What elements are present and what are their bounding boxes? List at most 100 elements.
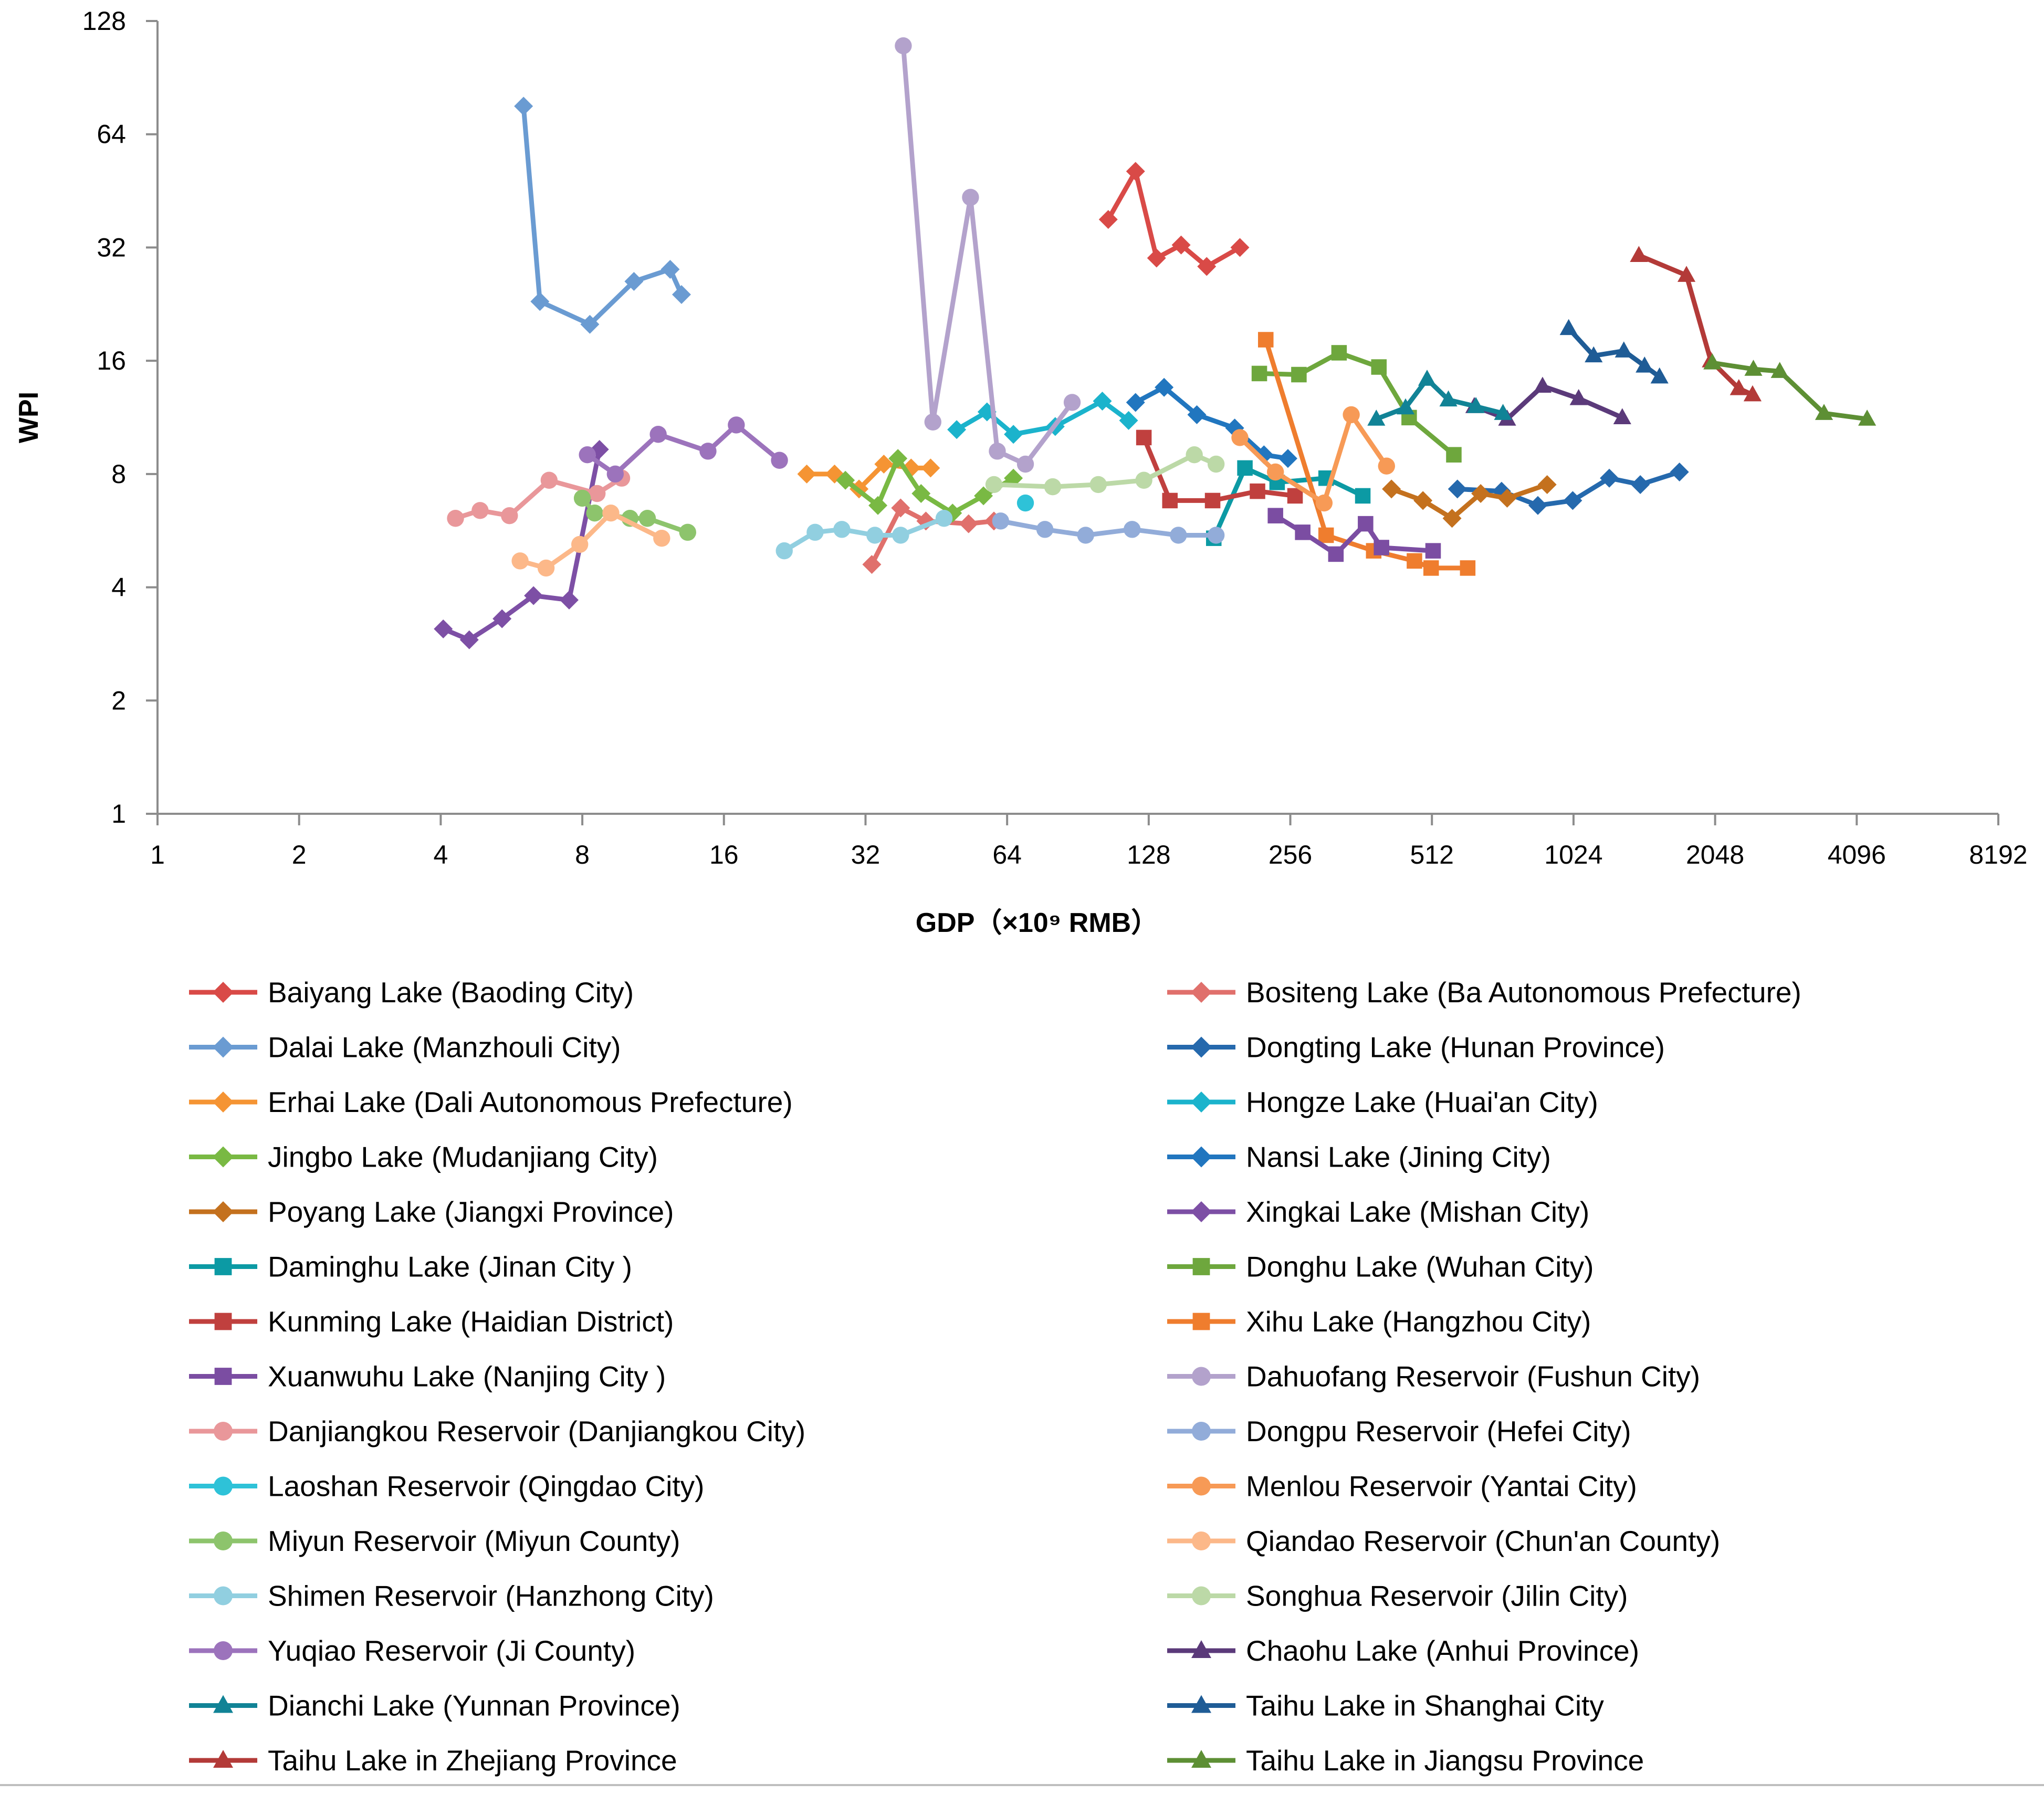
data-point (672, 285, 691, 304)
legend: Baiyang Lake (Baoding City) Bositeng Lake… (189, 976, 1801, 1777)
legend-marker (1192, 1367, 1211, 1386)
data-point (1670, 462, 1689, 481)
legend-label: Hongze Lake (Huai'an City) (1246, 1086, 1598, 1118)
legend-label: Poyang Lake (Jiangxi Province) (268, 1195, 674, 1228)
legend-label: Taihu Lake in Shanghai City (1246, 1690, 1604, 1722)
data-point (1537, 475, 1557, 494)
legend-item: Danjiangkou Reservoir (Danjiangkou City) (189, 1415, 805, 1447)
series-line (1257, 350, 1456, 457)
legend-item: Chaohu Lake (Anhui Province) (1167, 1634, 1639, 1667)
y-tick-label: 32 (97, 233, 126, 262)
series-3 (514, 97, 691, 334)
series-19 (1016, 494, 1034, 512)
legend-marker (214, 1641, 233, 1660)
data-point (1471, 484, 1491, 503)
data-point (989, 443, 1006, 460)
data-point (985, 476, 1003, 494)
legend-item: Xuanwuhu Lake (Nanjing City ) (189, 1360, 666, 1393)
series-18 (992, 512, 1225, 544)
legend-marker (213, 1036, 234, 1058)
data-point (797, 464, 816, 484)
legend-item: Dalai Lake (Manzhouli City) (189, 1031, 621, 1064)
data-point (1497, 488, 1517, 508)
data-point (1382, 479, 1401, 499)
data-point (459, 630, 479, 649)
x-tick-label: 4096 (1828, 840, 1886, 869)
data-point (1563, 491, 1582, 510)
data-point (895, 37, 912, 55)
legend-marker (1191, 1201, 1212, 1222)
data-point (1729, 379, 1748, 395)
data-point (1231, 429, 1249, 446)
data-point (679, 523, 696, 541)
legend-item: Dongting Lake (Hunan Province) (1167, 1031, 1665, 1064)
data-point (1569, 389, 1588, 405)
legend-item: Xingkai Lake (Mishan City) (1167, 1195, 1589, 1228)
legend-marker (213, 982, 234, 1003)
data-point (833, 521, 851, 538)
y-tick-label: 1 (111, 799, 126, 828)
data-point (959, 514, 978, 533)
series-15 (1267, 508, 1441, 562)
data-point (1331, 345, 1347, 361)
x-tick-label: 8192 (1969, 840, 2027, 869)
data-point (514, 97, 533, 116)
x-tick-label: 64 (992, 840, 1022, 869)
data-point (586, 505, 603, 522)
data-point (1703, 353, 1722, 370)
data-point (1613, 408, 1631, 424)
data-point (1155, 377, 1174, 397)
data-point (1207, 527, 1225, 544)
data-point (1004, 425, 1023, 444)
data-point (699, 443, 717, 460)
x-tick-label: 2048 (1686, 840, 1744, 869)
series-layer (434, 37, 1877, 649)
data-point (1442, 509, 1462, 528)
legend-item: Hongze Lake (Huai'an City) (1167, 1086, 1598, 1118)
data-point (1250, 483, 1265, 499)
data-point (1197, 257, 1217, 276)
legend-label: Daminghu Lake (Jinan City ) (268, 1251, 632, 1283)
data-point (888, 449, 908, 468)
data-point (1448, 479, 1467, 499)
series-29 (1630, 246, 1762, 402)
legend-item: Qiandao Reservoir (Chun'an County) (1167, 1525, 1720, 1557)
data-point (571, 536, 589, 553)
data-point (775, 542, 793, 560)
series-4 (1448, 462, 1689, 515)
data-point (1815, 404, 1833, 420)
data-point (1743, 385, 1762, 402)
legend-label: Laoshan Reservoir (Qingdao City) (268, 1470, 705, 1503)
data-point (589, 485, 606, 502)
legend-marker (1191, 1640, 1211, 1658)
legend-marker (213, 1092, 234, 1113)
legend-item: Jingbo Lake (Mudanjiang City) (189, 1141, 658, 1173)
data-point (1528, 496, 1548, 515)
data-point (653, 529, 670, 547)
data-point (1251, 365, 1267, 382)
legend-marker (214, 1368, 232, 1385)
data-point (974, 486, 993, 506)
y-tick-label: 128 (82, 6, 126, 36)
legend-marker (214, 1422, 233, 1441)
legend-item: Donghu Lake (Wuhan City) (1167, 1251, 1594, 1283)
series-1 (1098, 162, 1250, 276)
legend-marker (213, 1146, 234, 1168)
data-point (1204, 492, 1221, 509)
legend-marker (1192, 1422, 1211, 1441)
data-point (447, 510, 464, 527)
data-point (862, 555, 882, 574)
legend-label: Miyun Reservoir (Miyun County) (268, 1525, 680, 1557)
data-point (1533, 376, 1552, 393)
axis-ticks: 1 2 4 8 16 32 64 128 256 512 1024 2048 4096 8192 1 2 4 8 1… (82, 6, 2028, 869)
data-point (573, 489, 591, 507)
series-27 (1367, 370, 1512, 426)
data-point (1367, 410, 1386, 426)
legend-item: Menlou Reservoir (Yantai City) (1167, 1470, 1637, 1503)
data-point (935, 510, 953, 527)
data-point (1119, 411, 1138, 430)
legend-label: Dahuofang Reservoir (Fushun City) (1246, 1360, 1700, 1393)
legend-item: Dahuofang Reservoir (Fushun City) (1167, 1360, 1700, 1393)
data-point (1636, 356, 1654, 373)
legend-marker (213, 1695, 233, 1713)
